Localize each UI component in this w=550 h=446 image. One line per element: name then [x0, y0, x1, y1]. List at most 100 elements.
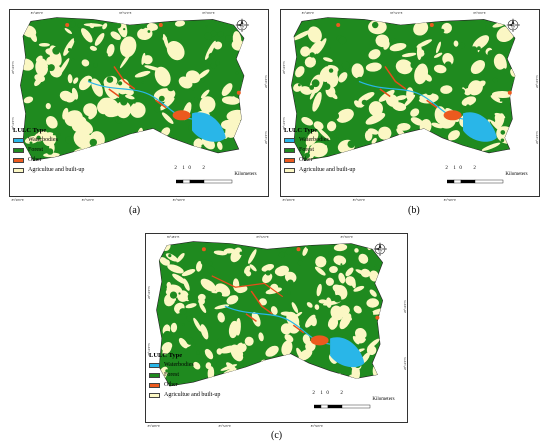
coord-right-label: 28°12'0"N: [535, 131, 539, 145]
coord-left-label: 28°16'0"N: [282, 61, 286, 74]
map-frame: 85°48'0"E 85°52'0"E 85°56'0"E 28°16'0"N 28°1…: [280, 9, 540, 197]
legend-label: Waterbodies: [164, 361, 194, 368]
map-panel-a: 85°48'0"E 85°52'0"E 85°56'0"E 28°16'0"N 28°1…: [9, 9, 269, 216]
legend-swatch: [149, 392, 160, 398]
legend-label: Agricultue and built-up: [164, 391, 221, 398]
scale-bar: 2 1 0 2 Kilometers: [445, 166, 528, 190]
coord-bottom-label: 85°52'0"E: [81, 198, 95, 202]
scale-tick-label: 2: [473, 165, 476, 171]
legend-swatch: [13, 147, 24, 153]
coord-right-label: 28°16'0"N: [535, 75, 539, 88]
legend-swatch: [284, 147, 295, 153]
reservoir: [463, 112, 497, 142]
legend-label: Agricultue and built-up: [28, 166, 85, 173]
agriculture-patches: [292, 19, 516, 161]
coord-bottom-label: 85°56'0"E: [310, 424, 323, 428]
coord-right-label: 28°12'0"N: [264, 131, 268, 145]
scale-tick-label: 1: [320, 391, 323, 397]
coord-bottom-label: 85°48'0"E: [11, 198, 24, 202]
other-features: [108, 65, 167, 109]
other-spot: [507, 90, 512, 95]
other-spot: [158, 23, 163, 27]
legend-label: Other: [299, 156, 313, 163]
scale-tick-label: 2: [340, 391, 343, 397]
map-panel-c: 85°48'0"E 85°52'0"E 85°56'0"E 28°16'0"N 28°1…: [145, 233, 408, 441]
other-patch: [310, 335, 329, 346]
other-road: [211, 275, 284, 298]
coord-bottom-label: 85°48'0"E: [282, 198, 295, 202]
scale-unit: Kilometers: [505, 171, 528, 177]
coord-top-label: 85°56'0"E: [473, 11, 486, 15]
coord-right-label: 28°16'0"N: [403, 299, 407, 313]
legend-label: Waterbodies: [28, 136, 58, 143]
coord-bottom-label: 85°56'0"E: [443, 198, 457, 202]
scale-bar: 2 1 0 2 Kilometers: [312, 391, 395, 415]
legend-title: LULC Type: [149, 351, 183, 359]
legend-title: LULC Type: [284, 126, 318, 134]
legend-label: Other: [28, 156, 42, 163]
legend-swatch: [13, 167, 24, 173]
legend-label: Forest: [28, 146, 43, 153]
scale-tick-label: 1: [453, 165, 456, 171]
reservoir: [192, 112, 226, 142]
other-spot: [336, 23, 341, 27]
reservoir: [330, 337, 365, 368]
coord-top-label: 85°56'0"E: [202, 11, 215, 15]
lulc-map: [20, 17, 245, 161]
legend-label: Forest: [164, 371, 179, 378]
coord-top-label: 85°52'0"E: [119, 11, 132, 15]
coord-top-label: 85°52'0"E: [256, 235, 269, 239]
other-spot: [236, 90, 241, 95]
scale-tick-label: 0: [459, 165, 462, 171]
lulc-map: [156, 241, 384, 387]
coord-bottom-label: 85°52'0"E: [352, 198, 366, 202]
region-forest-base: [291, 17, 516, 161]
legend-label: Waterbodies: [299, 136, 329, 143]
panel-caption: (b): [408, 205, 420, 216]
north-arrow-icon: [234, 16, 250, 39]
other-patch: [172, 110, 191, 121]
legend-swatch: [284, 167, 295, 173]
scale-bar: 2 1 0 2 Kilometers: [174, 166, 257, 190]
coord-bottom-label: 85°56'0"E: [172, 198, 186, 202]
map-panel-b: 85°48'0"E 85°52'0"E 85°56'0"E 28°16'0"N 28°1…: [280, 9, 540, 216]
legend-swatch: [13, 157, 24, 163]
panel-caption: (a): [129, 205, 141, 216]
scale-tick-label: 2: [312, 391, 315, 397]
coord-top-label: 85°56'0"E: [340, 235, 353, 239]
legend-swatch: [284, 137, 295, 143]
coord-bottom-label: 85°48'0"E: [147, 424, 160, 428]
panel-caption: (c): [271, 430, 283, 441]
other-patch: [443, 110, 462, 121]
legend-label: Agricultue and built-up: [299, 166, 356, 173]
other-spot: [65, 23, 70, 27]
other-spot: [429, 23, 434, 27]
coord-top-label: 85°52'0"E: [390, 11, 403, 15]
scale-unit: Kilometers: [372, 397, 395, 403]
coord-left-label: 28°16'0"N: [147, 285, 151, 299]
coord-top-label: 85°48'0"E: [30, 11, 44, 15]
north-arrow-icon: [505, 16, 521, 39]
north-arrow-icon: [372, 240, 388, 263]
scale-tick-label: 0: [188, 165, 191, 171]
legend-swatch: [13, 137, 24, 143]
legend-swatch: [149, 382, 160, 388]
legend-label: Other: [164, 381, 178, 388]
map-frame: 85°48'0"E 85°52'0"E 85°56'0"E 28°16'0"N 28°1…: [9, 9, 269, 197]
scale-tick-label: 1: [182, 165, 185, 171]
other-spot: [375, 315, 380, 320]
coord-right-label: 28°16'0"N: [264, 75, 268, 88]
legend-swatch: [284, 157, 295, 163]
lulc-map: [291, 17, 516, 161]
other-spot: [201, 247, 206, 252]
legend-swatch: [149, 372, 160, 378]
scale-tick-label: 2: [202, 165, 205, 171]
other-features: [245, 290, 305, 334]
scale-tick-label: 0: [326, 391, 329, 397]
legend-title: LULC Type: [13, 126, 47, 134]
legend-label: Forest: [299, 146, 314, 153]
map-frame: 85°48'0"E 85°52'0"E 85°56'0"E 28°16'0"N 28°1…: [145, 233, 408, 423]
coord-right-label: 28°12'0"N: [403, 356, 407, 370]
scale-unit: Kilometers: [234, 171, 257, 177]
coord-left-label: 28°16'0"N: [11, 61, 15, 74]
